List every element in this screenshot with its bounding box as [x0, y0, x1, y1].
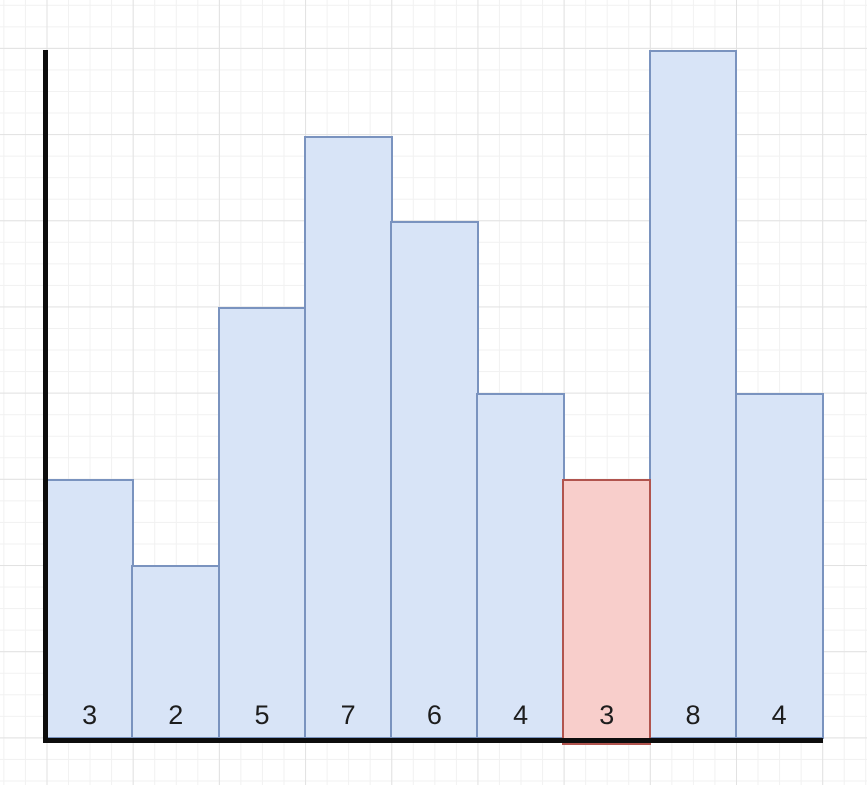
bar[interactable]: 3 [45, 478, 134, 739]
bar[interactable]: 4 [476, 393, 565, 739]
x-axis-line [42, 737, 823, 743]
bar-value-label: 5 [254, 699, 270, 730]
bar[interactable]: 8 [648, 49, 738, 739]
bar[interactable]: 6 [390, 221, 479, 739]
bar-value-label: 3 [82, 699, 98, 730]
bar-highlighted[interactable]: 3 [562, 478, 652, 746]
bar[interactable]: 2 [131, 564, 221, 739]
bar-value-label: 3 [599, 699, 615, 730]
y-axis-line [42, 49, 48, 743]
bar-value-label: 7 [340, 699, 356, 730]
bar-value-label: 8 [685, 699, 701, 730]
bar-value-label: 4 [513, 699, 529, 730]
bar-value-label: 2 [168, 699, 184, 730]
bar-value-label: 6 [426, 699, 442, 730]
bar[interactable]: 5 [217, 307, 307, 739]
bar-value-label: 4 [771, 699, 787, 730]
bar[interactable]: 4 [734, 393, 824, 739]
bar[interactable]: 7 [303, 135, 393, 739]
